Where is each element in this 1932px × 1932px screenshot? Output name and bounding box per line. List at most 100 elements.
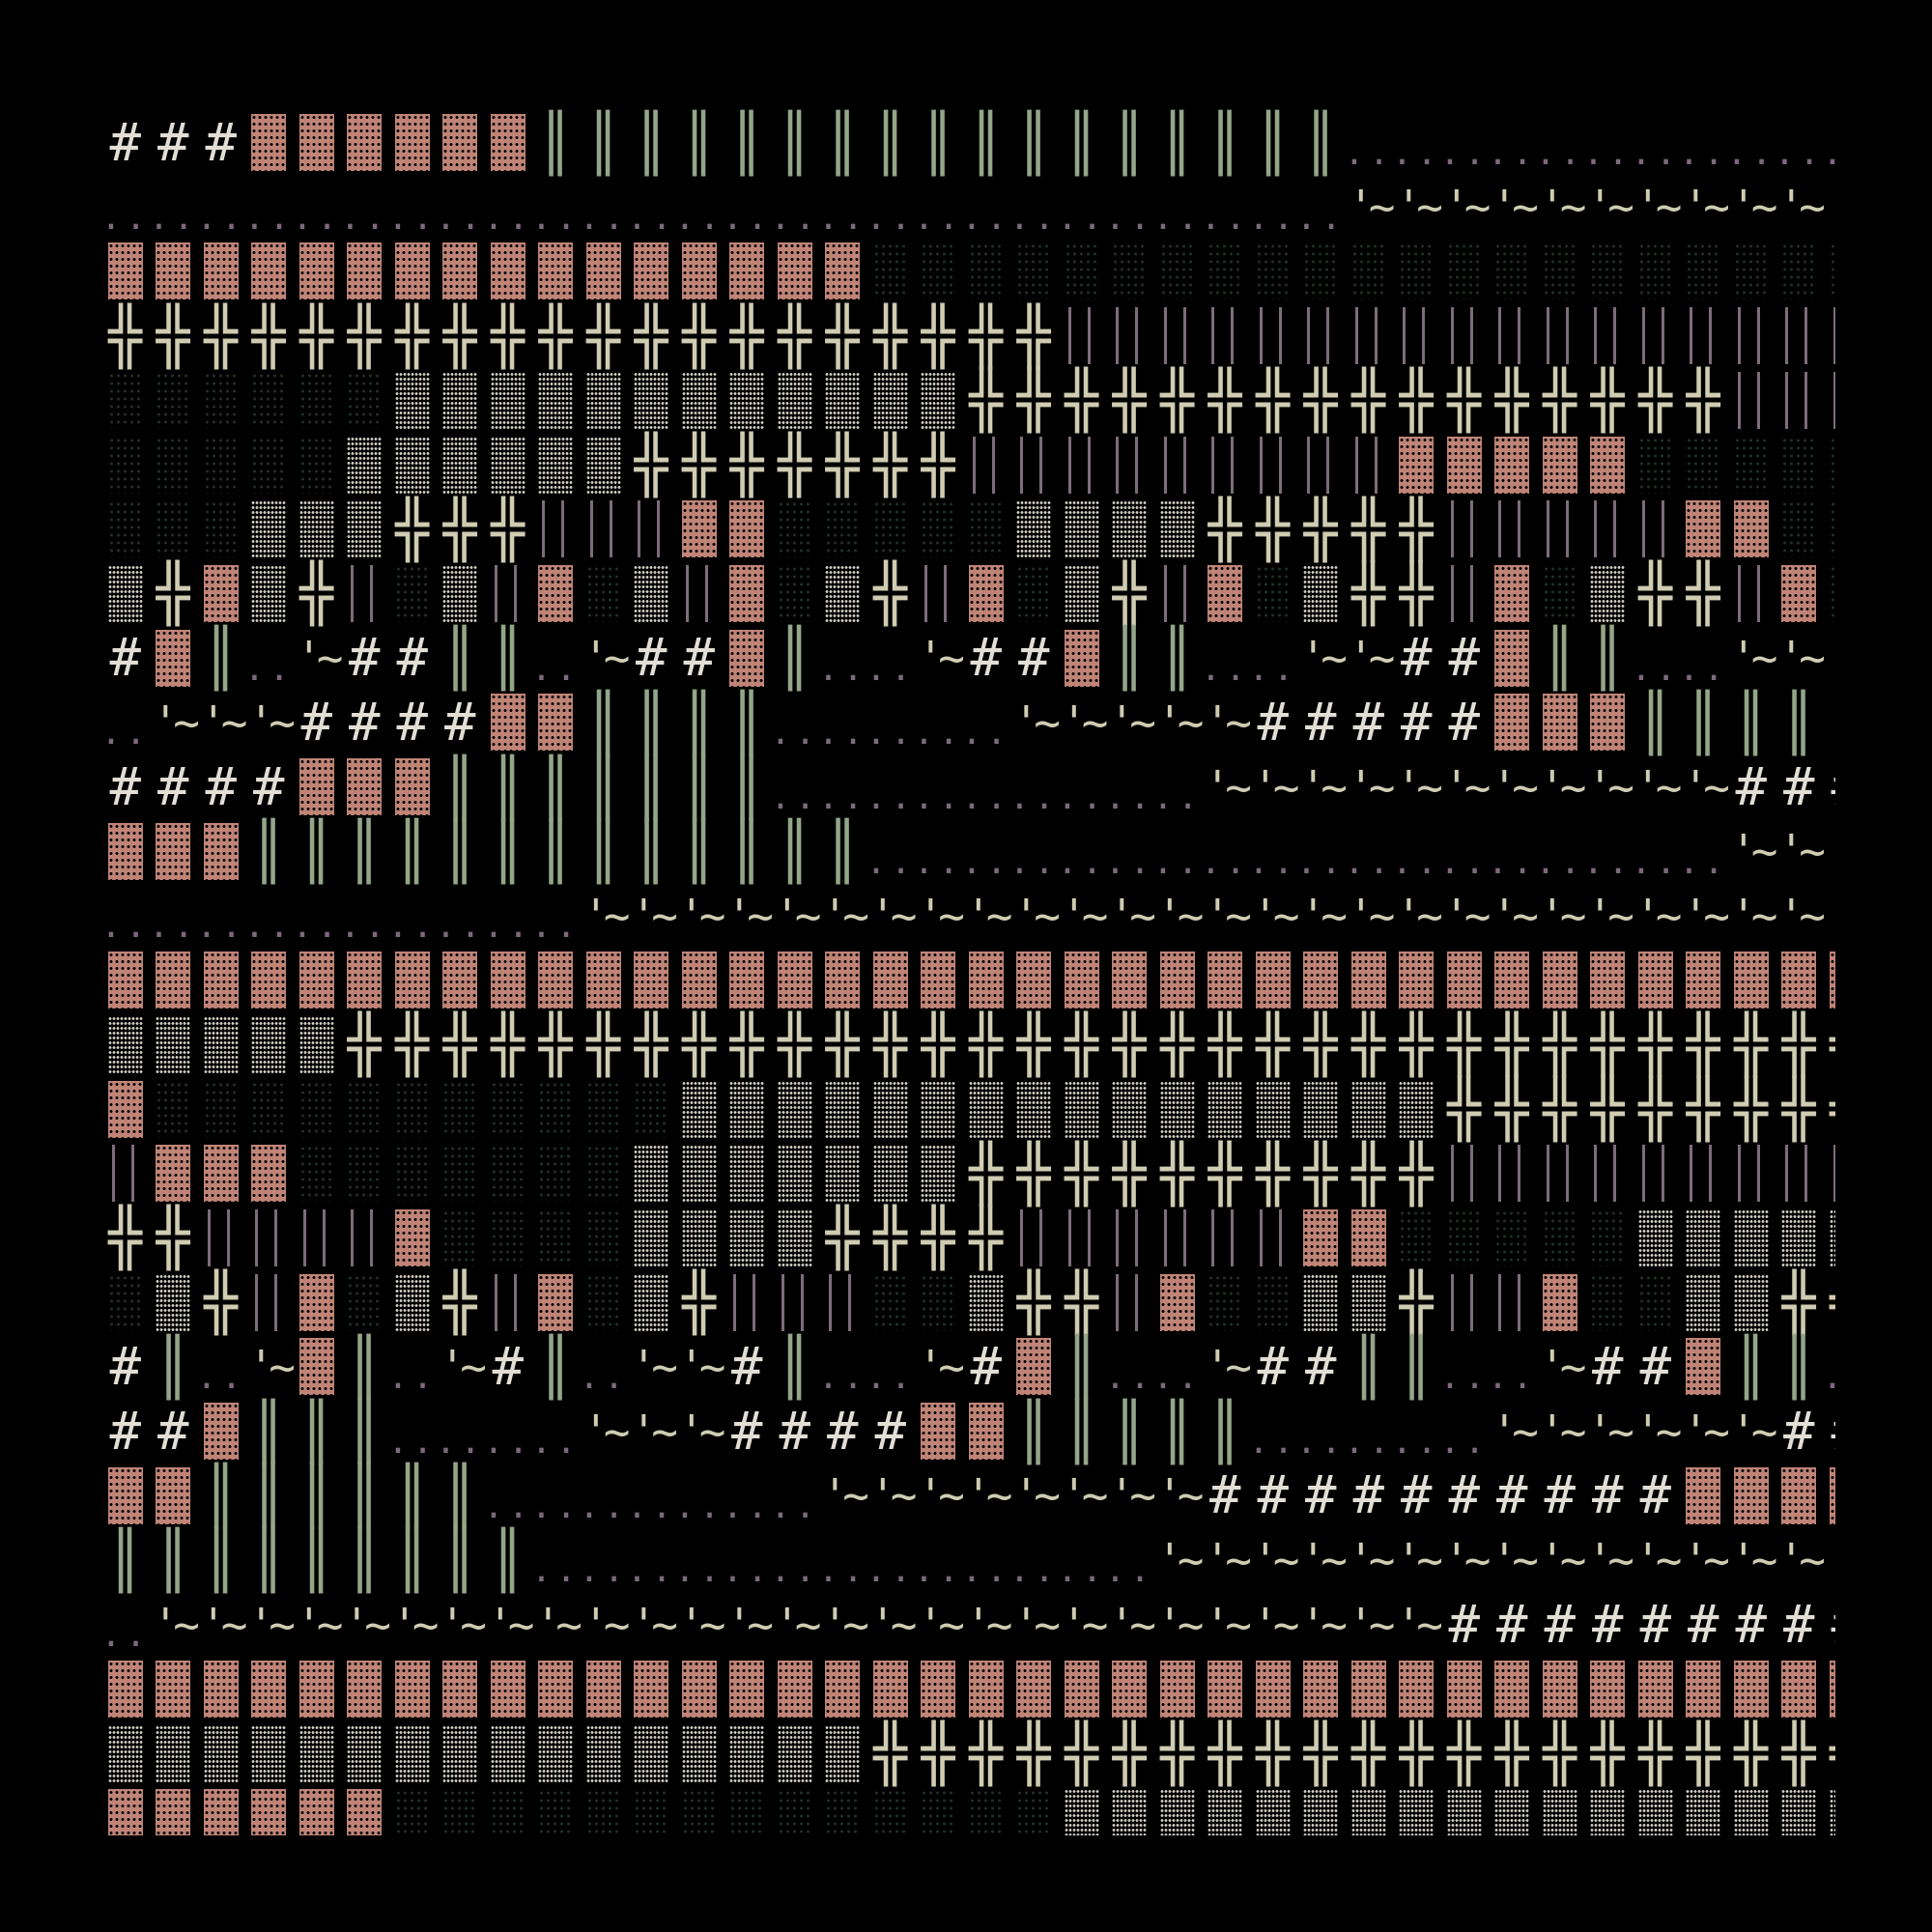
glyph-quote-tilde: '~ — [1108, 889, 1156, 942]
glyph-double-bar: ║ — [395, 1463, 430, 1529]
glyph-dots: .. — [913, 1550, 963, 1591]
glyph-quote-tilde: '~ — [725, 889, 774, 942]
glyph-hash: # — [1687, 1593, 1719, 1655]
glyph-light-shade — [962, 1270, 1010, 1335]
glyph-double-bar: ║ — [491, 818, 526, 885]
glyph-double-cross: ╬ — [682, 1269, 717, 1336]
glyph-light-shade — [819, 368, 867, 433]
thin-bars-fill — [921, 564, 955, 622]
thin-bars-fill — [1447, 307, 1482, 365]
glyph-dense-block — [532, 561, 581, 626]
light-shade-fill — [968, 1080, 1004, 1138]
glyph-dots: .. — [530, 648, 581, 689]
glyph-double-cross: ╬ — [586, 1011, 621, 1078]
glyph-dots: .. — [196, 1357, 246, 1398]
thin-bars-fill — [1447, 1273, 1482, 1331]
glyph-double-cross: ╬ — [634, 1011, 668, 1078]
glyph-quote-tilde: '~ — [296, 632, 343, 685]
glyph-dense-block — [1536, 690, 1584, 754]
glyph-dense-block — [1680, 948, 1728, 1012]
glyph-double-cross: ╬ — [347, 1011, 382, 1078]
dense-block-fill — [1303, 1208, 1339, 1266]
glyph-double-bar: ║ — [1734, 1333, 1769, 1400]
glyph-dense-block — [915, 1399, 963, 1463]
glyph-double-bar: ║ — [1065, 1333, 1099, 1400]
glyph-quote-tilde: '~ — [200, 696, 247, 749]
glyph-dots: .. — [148, 906, 198, 947]
glyph-double-cross: ╬ — [1823, 1270, 1835, 1335]
thin-bars-fill — [1638, 307, 1673, 365]
glyph-double-cross: ╬ — [969, 1140, 1004, 1207]
glyph-dark-shade — [484, 1077, 532, 1142]
glyph-double-cross: ╬ — [634, 302, 668, 369]
glyph-quote-tilde: '~ — [1348, 632, 1395, 685]
glyph-dark-shade — [1776, 433, 1824, 497]
glyph-light-shade — [628, 1141, 676, 1206]
glyph-dark-shade — [1536, 561, 1584, 626]
glyph-double-bar: ║ — [1016, 1398, 1051, 1464]
glyph-quote-tilde: '~ — [1348, 1533, 1395, 1586]
glyph-quote-tilde: '~ — [1012, 696, 1061, 749]
glyph-hash: # — [1304, 691, 1337, 753]
glyph-double-bar: ║ — [204, 625, 239, 692]
glyph-quote-tilde: '~ — [1634, 889, 1682, 942]
glyph-quote-tilde: '~ — [1299, 632, 1348, 685]
dark-shade-fill — [1446, 1208, 1482, 1266]
glyph-quote-tilde: '~ — [1395, 760, 1443, 813]
glyph-dense-block — [1153, 948, 1202, 1012]
glyph-thin-bars — [1823, 303, 1835, 368]
glyph-light-shade — [150, 1721, 198, 1786]
glyph-double-cross: ╬ — [1823, 1077, 1835, 1142]
thin-bars-fill — [1447, 1145, 1482, 1203]
dark-shade-fill — [1781, 242, 1817, 300]
glyph-dense-block — [197, 1399, 245, 1463]
glyph-dots: .. — [1152, 778, 1203, 817]
glyph-dark-shade — [245, 368, 294, 433]
dark-shade-fill — [442, 1080, 478, 1138]
glyph-quote-tilde: '~ — [1730, 632, 1777, 685]
glyph-dark-shade — [915, 497, 963, 561]
glyph-row: ╬ ╬ ╬ ╬ ╬ ╬ ╬ ╬ ╬ ╬ ╬ ╬ ╬ ╬ ╬ ╬ ╬ ╬ ╬ ╬ — [101, 303, 1835, 368]
glyph-light-shade — [197, 1012, 245, 1077]
glyph-light-shade — [1106, 1785, 1154, 1835]
glyph-dense-block — [1727, 497, 1776, 561]
dense-block-fill — [1781, 564, 1817, 622]
dark-shade-fill — [921, 500, 956, 558]
glyph-dots: .. — [961, 1550, 1011, 1591]
dark-shade-fill — [203, 371, 239, 429]
glyph-light-shade — [341, 1721, 389, 1786]
glyph-quote-tilde: '~ — [1823, 819, 1835, 884]
glyph-dense-block — [1489, 433, 1537, 497]
glyph-light-shade — [675, 1206, 724, 1270]
glyph-hash: # — [779, 1400, 810, 1462]
glyph-double-bar: ║ — [921, 109, 955, 176]
glyph-thin-bars — [1058, 1206, 1106, 1270]
dark-shade-fill — [1733, 436, 1769, 494]
glyph-dark-shade — [101, 497, 150, 561]
glyph-dark-shade — [867, 497, 915, 561]
glyph-quote-tilde: '~ — [1586, 760, 1634, 813]
glyph-dense-block — [245, 110, 294, 175]
glyph-double-bar: ║ — [586, 753, 621, 820]
glyph-double-bar: ║ — [156, 1526, 190, 1593]
glyph-dots: .. — [1439, 1357, 1490, 1398]
glyph-dark-shade — [1440, 1206, 1489, 1270]
glyph-quote-tilde: '~ — [1299, 760, 1348, 813]
light-shade-fill — [872, 371, 908, 429]
light-shade-fill — [394, 1724, 430, 1782]
glyph-double-bar: ║ — [347, 818, 382, 885]
glyph-dense-block — [1489, 948, 1537, 1012]
thin-bars-fill — [1830, 371, 1835, 429]
glyph-dots: .. — [530, 906, 581, 947]
glyph-dots: .. — [196, 906, 246, 947]
glyph-double-bar: ║ — [586, 109, 621, 176]
glyph-quote-tilde: '~ — [582, 632, 630, 685]
glyph-hash: # — [1735, 1593, 1767, 1655]
light-shade-fill — [394, 1273, 430, 1331]
light-shade-fill — [1350, 1789, 1386, 1835]
glyph-dots: .. — [483, 906, 533, 947]
glyph-quote-tilde: '~ — [1634, 181, 1682, 234]
glyph-dots: .. — [1487, 133, 1537, 173]
glyph-thin-bars — [962, 433, 1010, 497]
glyph-dots: .. — [1152, 841, 1203, 882]
